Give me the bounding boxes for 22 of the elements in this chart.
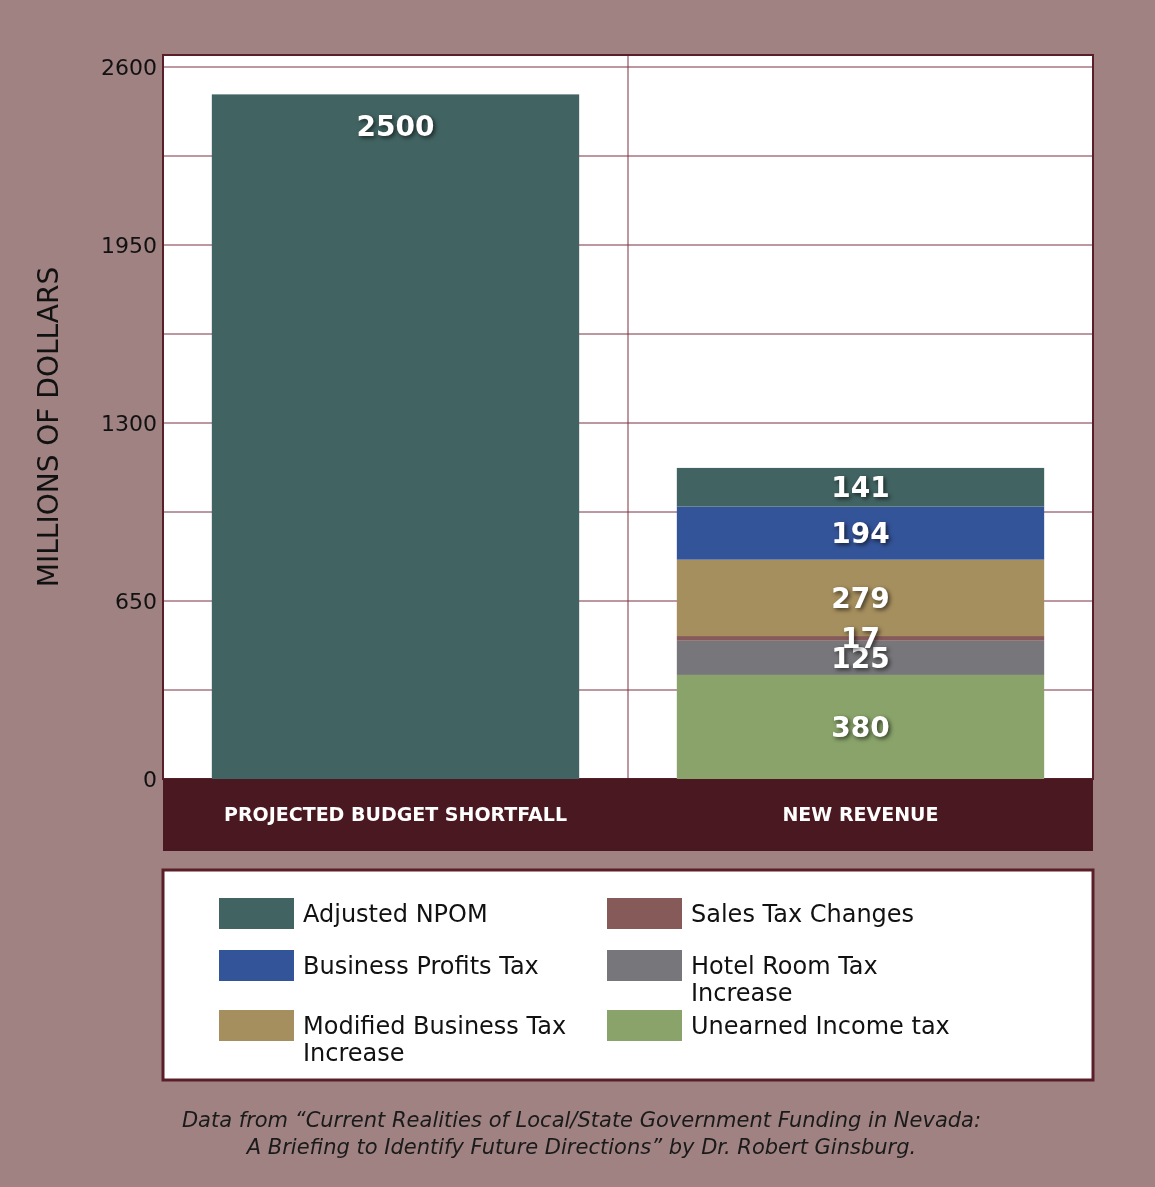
- data-label: 279: [831, 581, 890, 615]
- data-label: 380: [831, 710, 890, 744]
- data-label: 141: [831, 471, 890, 505]
- legend-label: Business Profits Tax: [303, 952, 539, 980]
- y-tick-label: 2600: [101, 55, 157, 80]
- legend-label: Sales Tax Changes: [691, 900, 915, 928]
- legend-label: Unearned Income tax: [691, 1012, 950, 1040]
- legend-label: Adjusted NPOM: [303, 900, 488, 928]
- text: Data from “Current Realities of Local/State Government Funding in Nevada: A Briefing to Identify Future Directions” by Dr. Robert Ginsburg.: [181, 1108, 982, 1159]
- legend-label: Modified Business Tax Increase: [303, 1012, 567, 1067]
- x-tick-label: PROJECTED BUDGET SHORTFALL: [223, 803, 568, 825]
- y-tick-label: 1300: [101, 411, 157, 436]
- legend-label: Hotel Room Tax Increase: [691, 952, 878, 1007]
- y-tick-label: 0: [143, 767, 157, 792]
- y-tick-label: 650: [115, 589, 157, 614]
- x-tick-label: NEW REVENUE: [782, 803, 939, 825]
- data-label: 2500: [356, 110, 435, 144]
- y-axis-title: MILLIONS OF DOLLARS: [32, 266, 65, 588]
- y-tick-label: 1950: [101, 233, 157, 258]
- bar: [676, 506, 1045, 560]
- data-label: 194: [831, 517, 890, 551]
- bar: [676, 467, 1045, 507]
